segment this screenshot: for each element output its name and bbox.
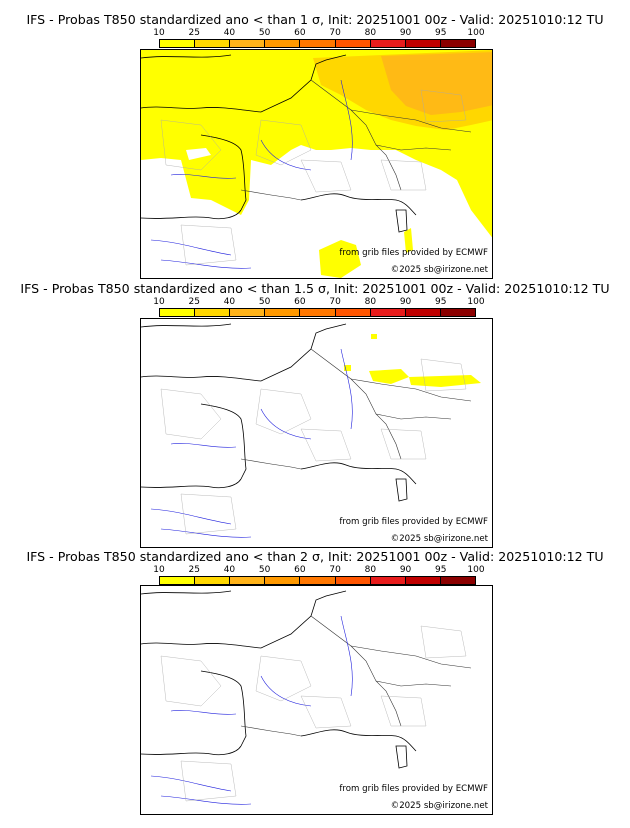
- colorbar-tick-label: 70: [329, 565, 341, 575]
- colorbar-swatch: [405, 309, 441, 316]
- colorbar-tick-label: 80: [364, 28, 377, 38]
- regions: [160, 625, 467, 802]
- probability-panel-3: IFS - Probas T850 standardized ano < tha…: [0, 549, 630, 819]
- map-area: from grib files provided by ECMWF ©2025 …: [140, 585, 493, 815]
- map-svg: [141, 323, 481, 538]
- colorbar-swatch: [405, 40, 441, 47]
- map-area: from grib files provided by ECMWF ©2025 …: [140, 318, 493, 548]
- colorbar: 10 25 40 50 60 70 80 90 95 100: [153, 28, 485, 54]
- colorbar-swatch: [335, 309, 371, 316]
- colorbar-tick-label: 95: [435, 28, 447, 38]
- colorbar-swatch: [370, 40, 406, 47]
- colorbar-swatch: [160, 40, 196, 47]
- colorbar-boxes: [159, 576, 476, 585]
- colorbar-swatch: [370, 309, 406, 316]
- colorbar-swatch: [335, 40, 371, 47]
- colorbar-tick-label: 25: [188, 565, 200, 575]
- colorbar-tick-label: 10: [153, 297, 165, 307]
- colorbar-tick-label: 95: [435, 297, 447, 307]
- colorbar-tick-label: 80: [364, 297, 377, 307]
- colorbar-swatch: [300, 40, 336, 47]
- colorbar-tick-label: 90: [399, 297, 412, 307]
- colorbar-tick-label: 100: [467, 297, 485, 307]
- colorbar-tick-label: 40: [223, 297, 236, 307]
- colorbar-tick-label: 95: [435, 565, 447, 575]
- coastlines: [141, 590, 417, 769]
- colorbar-labels: 10 25 40 50 60 70 80 90 95 100: [153, 565, 484, 575]
- data-source-credit: from grib files provided by ECMWF: [339, 784, 488, 794]
- colorbar-boxes: [159, 39, 476, 48]
- colorbar-swatch: [265, 577, 301, 584]
- probability-panel-1: IFS - Probas T850 standardized ano < tha…: [0, 12, 630, 282]
- colorbar-swatch: [160, 309, 196, 316]
- colorbar-swatch: [370, 577, 406, 584]
- coastlines: [141, 323, 417, 502]
- colorbar-tick-label: 25: [188, 297, 200, 307]
- copyright-credit: ©2025 sb@irizone.net: [390, 534, 488, 544]
- colorbar-tick-label: 70: [329, 28, 341, 38]
- colorbar-labels: 10 25 40 50 60 70 80 90 95 100: [153, 297, 484, 307]
- panel-title: IFS - Probas T850 standardized ano < tha…: [26, 12, 604, 27]
- colorbar-boxes: [159, 308, 476, 317]
- colorbar-swatch: [195, 577, 231, 584]
- colorbar-swatch: [335, 577, 371, 584]
- regions: [160, 89, 467, 266]
- map-svg: [141, 50, 492, 278]
- colorbar-tick-label: 90: [399, 28, 412, 38]
- colorbar-swatch: [405, 577, 441, 584]
- colorbar-swatch: [440, 309, 475, 316]
- colorbar-swatch: [230, 309, 266, 316]
- colorbar-swatch: [160, 577, 196, 584]
- regions: [160, 358, 467, 535]
- copyright-credit: ©2025 sb@irizone.net: [390, 265, 488, 275]
- panel-title: IFS - Probas T850 standardized ano < tha…: [26, 549, 604, 564]
- colorbar-swatch: [195, 309, 231, 316]
- data-source-credit: from grib files provided by ECMWF: [339, 517, 488, 527]
- colorbar-tick-label: 50: [258, 297, 271, 307]
- colorbar-tick-label: 60: [294, 297, 306, 307]
- colorbar-swatch: [265, 40, 301, 47]
- data-source-credit: from grib files provided by ECMWF: [339, 248, 488, 258]
- map-svg: [141, 590, 472, 805]
- copyright-credit: ©2025 sb@irizone.net: [390, 801, 488, 811]
- borders: [240, 348, 472, 470]
- colorbar-tick-label: 40: [223, 28, 236, 38]
- colorbar-tick-label: 10: [153, 28, 165, 38]
- colorbar-labels: 10 25 40 50 60 70 80 90 95 100: [153, 28, 484, 38]
- colorbar-swatch: [300, 309, 336, 316]
- probability-shading: [344, 334, 481, 387]
- colorbar-tick-label: 40: [223, 565, 236, 575]
- colorbar-tick-label: 100: [467, 28, 485, 38]
- map-area: from grib files provided by ECMWF ©2025 …: [140, 49, 493, 279]
- colorbar-swatch: [440, 40, 475, 47]
- colorbar-tick-label: 50: [258, 28, 271, 38]
- colorbar-tick-label: 100: [467, 565, 485, 575]
- colorbar-tick-label: 90: [399, 565, 412, 575]
- colorbar-tick-label: 60: [294, 565, 306, 575]
- probability-panel-2: IFS - Probas T850 standardized ano < tha…: [0, 281, 630, 551]
- panel-title: IFS - Probas T850 standardized ano < tha…: [20, 281, 610, 296]
- colorbar-tick-label: 10: [153, 565, 165, 575]
- colorbar: 10 25 40 50 60 70 80 90 95 100: [153, 565, 485, 591]
- colorbar-swatch: [440, 577, 475, 584]
- colorbar-swatch: [230, 40, 266, 47]
- colorbar-tick-label: 70: [329, 297, 341, 307]
- colorbar-swatch: [300, 577, 336, 584]
- coastlines: [141, 54, 417, 233]
- probability-shading: [141, 50, 492, 278]
- colorbar-tick-label: 50: [258, 565, 271, 575]
- colorbar-tick-label: 60: [294, 28, 306, 38]
- colorbar-tick-label: 80: [364, 565, 377, 575]
- rivers: [150, 615, 353, 805]
- borders: [240, 79, 472, 201]
- colorbar-swatch: [265, 309, 301, 316]
- borders: [240, 615, 472, 737]
- colorbar-tick-label: 25: [188, 28, 200, 38]
- colorbar-swatch: [230, 577, 266, 584]
- colorbar-swatch: [195, 40, 231, 47]
- colorbar: 10 25 40 50 60 70 80 90 95 100: [153, 297, 485, 323]
